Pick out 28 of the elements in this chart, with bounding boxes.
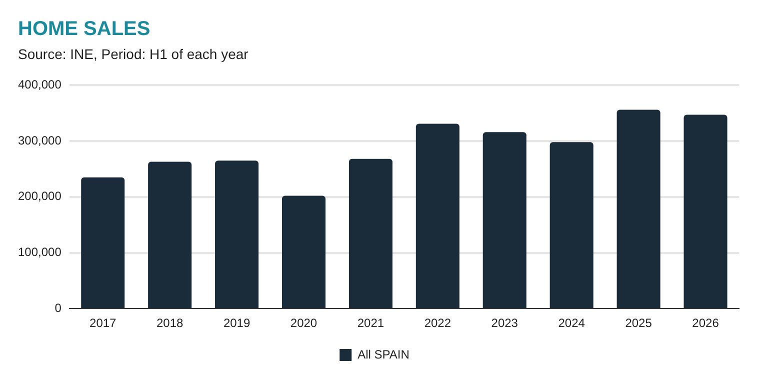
x-tick-label: 2021 (357, 316, 384, 330)
bar (148, 162, 192, 308)
y-tick-label: 100,000 (18, 245, 62, 260)
bar (616, 110, 660, 308)
x-tick-label: 2025 (625, 316, 652, 330)
bar (282, 196, 326, 308)
x-tick-label: 2020 (290, 316, 318, 330)
y-tick-label: 300,000 (18, 133, 62, 148)
bar (215, 160, 259, 308)
bar (416, 124, 460, 308)
legend-label: All SPAIN (358, 347, 410, 362)
x-tick-label: 2023 (491, 316, 518, 330)
bar (550, 142, 594, 308)
bar (81, 177, 125, 308)
x-tick-label: 2017 (90, 316, 117, 330)
x-tick-label: 2019 (223, 316, 250, 330)
bar (348, 158, 392, 308)
x-tick-label: 2022 (424, 316, 452, 330)
bar (482, 132, 526, 308)
chart-subtitle: Source: INE, Period: H1 of each year (18, 46, 248, 62)
x-tick-label: 2024 (558, 316, 586, 330)
x-tick-label: 2018 (156, 316, 184, 330)
y-tick-label: 400,000 (18, 78, 62, 92)
x-tick-label: 2026 (692, 316, 720, 330)
chart-title: HOME SALES (18, 18, 150, 41)
bar (684, 114, 728, 308)
y-tick-label: 0 (54, 300, 62, 315)
y-tick-label: 200,000 (18, 189, 62, 204)
